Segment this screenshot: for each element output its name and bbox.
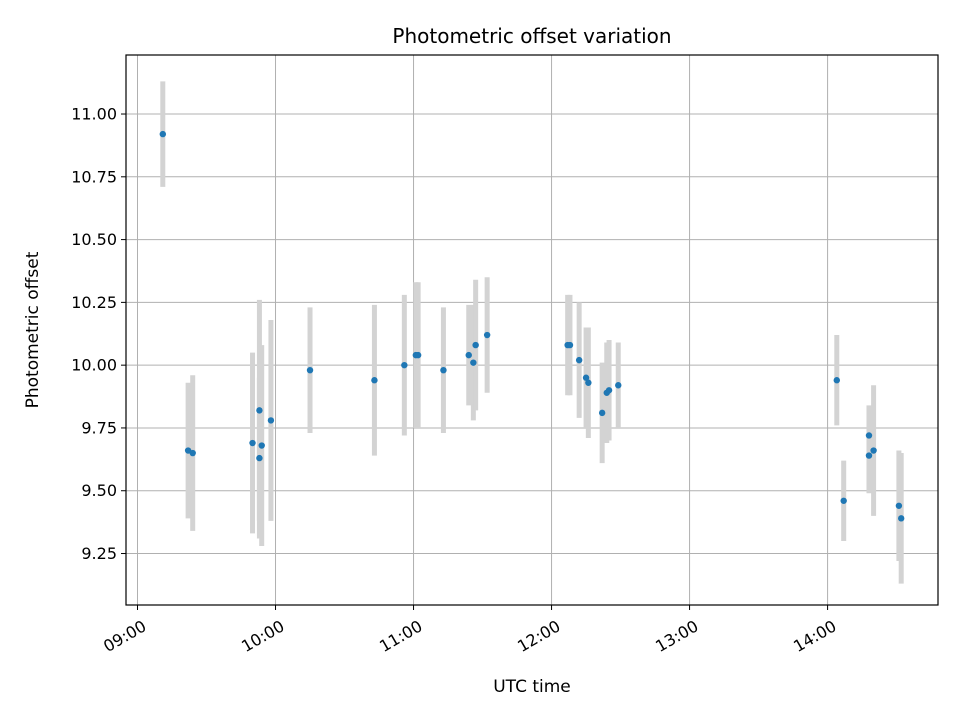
- x-axis-label: UTC time: [493, 677, 571, 697]
- data-point: [256, 407, 263, 414]
- data-point: [249, 439, 256, 447]
- data-point: [401, 361, 408, 369]
- y-tick-label: 10.50: [71, 230, 117, 249]
- data-point: [472, 341, 479, 349]
- data-point: [440, 366, 447, 374]
- data-point: [159, 130, 167, 138]
- chart-title: Photometric offset variation: [392, 24, 671, 48]
- data-point: [306, 366, 314, 374]
- data-point: [566, 341, 574, 349]
- data-point: [598, 409, 606, 417]
- data-point: [189, 449, 196, 457]
- data-point: [870, 447, 877, 454]
- data-point: [582, 374, 590, 381]
- data-point: [833, 377, 840, 384]
- data-point: [258, 442, 265, 449]
- y-tick-label: 11.00: [71, 105, 117, 124]
- data-point: [465, 351, 472, 359]
- data-point: [840, 497, 847, 504]
- y-tick-label: 10.25: [71, 293, 117, 312]
- y-axis-label: Photometric offset: [23, 251, 43, 408]
- data-point: [605, 387, 613, 394]
- data-point: [895, 502, 903, 509]
- data-point: [865, 452, 873, 459]
- y-tick-label: 9.50: [81, 481, 117, 500]
- y-tick-label: 9.75: [81, 418, 117, 437]
- data-points: [159, 130, 905, 522]
- data-point: [414, 351, 422, 359]
- data-point: [470, 359, 477, 366]
- y-tick-label: 10.00: [71, 356, 117, 375]
- plot-frame: [125, 54, 939, 606]
- y-tick-label: 10.75: [71, 167, 117, 186]
- data-point: [575, 356, 583, 364]
- data-point: [865, 432, 873, 439]
- y-tick-label: 9.25: [81, 544, 117, 563]
- data-point: [615, 382, 622, 389]
- data-point: [371, 377, 378, 384]
- data-point: [256, 454, 263, 462]
- data-point: [585, 379, 592, 386]
- data-point: [267, 417, 275, 424]
- data-point: [897, 515, 905, 522]
- data-point: [483, 331, 491, 339]
